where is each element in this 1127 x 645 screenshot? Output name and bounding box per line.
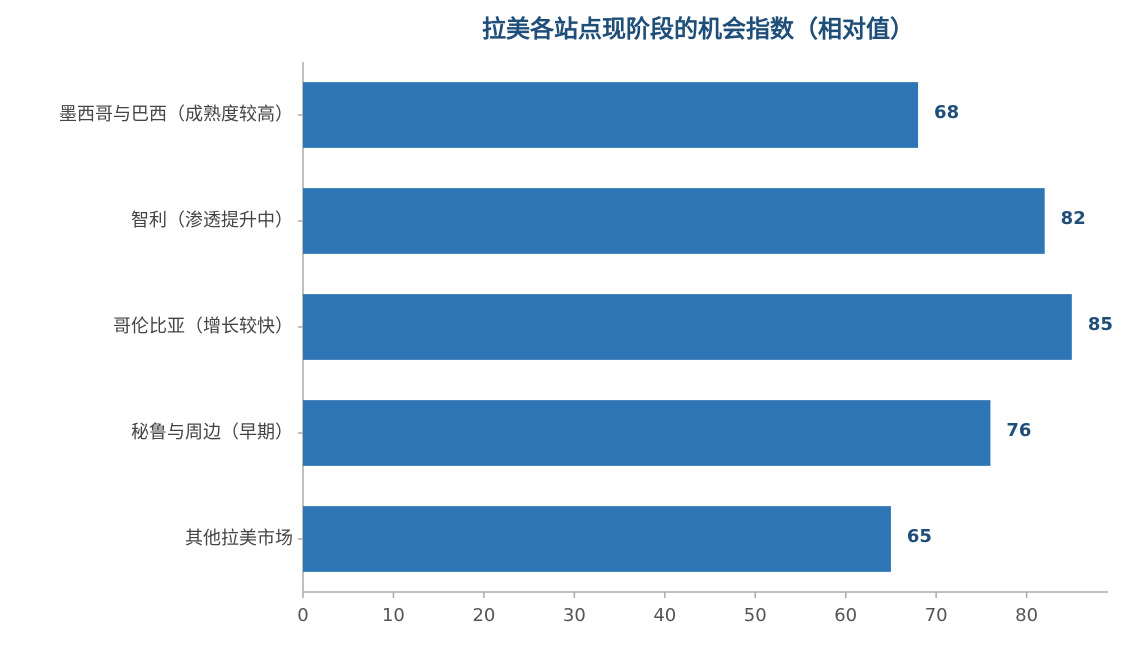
x-tick-label: 60: [834, 605, 857, 626]
x-tick-label: 0: [297, 605, 308, 626]
value-label: 76: [1006, 420, 1031, 441]
x-tick-label: 40: [653, 605, 676, 626]
x-tick-label: 20: [472, 605, 495, 626]
value-label: 85: [1088, 314, 1113, 335]
y-tick-label: 秘鲁与周边（早期）: [131, 422, 293, 443]
chart-title: 拉美各站点现阶段的机会指数（相对值）: [482, 15, 914, 43]
bar: [303, 82, 919, 148]
x-tick-label: 30: [563, 605, 586, 626]
x-tick-label: 70: [925, 605, 948, 626]
value-label: 82: [1061, 208, 1086, 229]
x-tick-label: 80: [1015, 605, 1038, 626]
bar: [303, 400, 991, 466]
y-tick-label: 哥伦比亚（增长较快）: [113, 316, 293, 337]
bar: [303, 188, 1045, 254]
y-tick-label: 其他拉美市场: [185, 528, 293, 549]
value-label: 65: [907, 526, 932, 547]
y-tick-label: 墨西哥与巴西（成熟度较高）: [59, 104, 293, 125]
x-tick-label: 10: [382, 605, 405, 626]
bar: [303, 506, 891, 572]
value-label: 68: [934, 102, 959, 123]
y-tick-label: 智利（渗透提升中）: [131, 210, 293, 231]
x-tick-label: 50: [744, 605, 767, 626]
bar: [303, 294, 1072, 360]
